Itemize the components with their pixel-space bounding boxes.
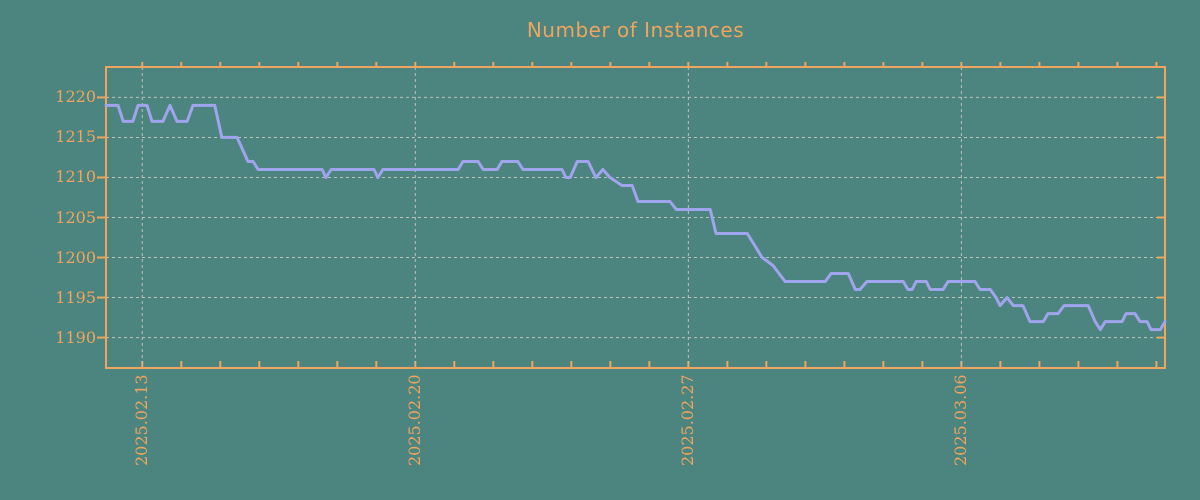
y-axis-tick-label: 1195	[55, 287, 96, 307]
chart-title: Number of Instances	[526, 18, 745, 42]
y-axis-tick-label: 1210	[55, 167, 96, 187]
y-axis-tick-label: 1220	[55, 87, 96, 107]
x-axis-tick-label: 2025.02.13	[132, 374, 152, 466]
y-axis-tick-label: 1190	[55, 327, 96, 347]
y-axis-tick-label: 1215	[55, 127, 96, 147]
x-axis-tick-label: 2025.02.20	[405, 374, 425, 466]
series-line-instances	[104, 103, 1167, 332]
x-axis-tick-label: 2025.02.27	[678, 374, 698, 466]
y-axis-tick-label: 1200	[55, 247, 96, 267]
y-axis-tick-label: 1205	[55, 207, 96, 227]
x-axis-tick-label: 2025.03.06	[951, 374, 971, 466]
plot-border	[105, 66, 1166, 369]
